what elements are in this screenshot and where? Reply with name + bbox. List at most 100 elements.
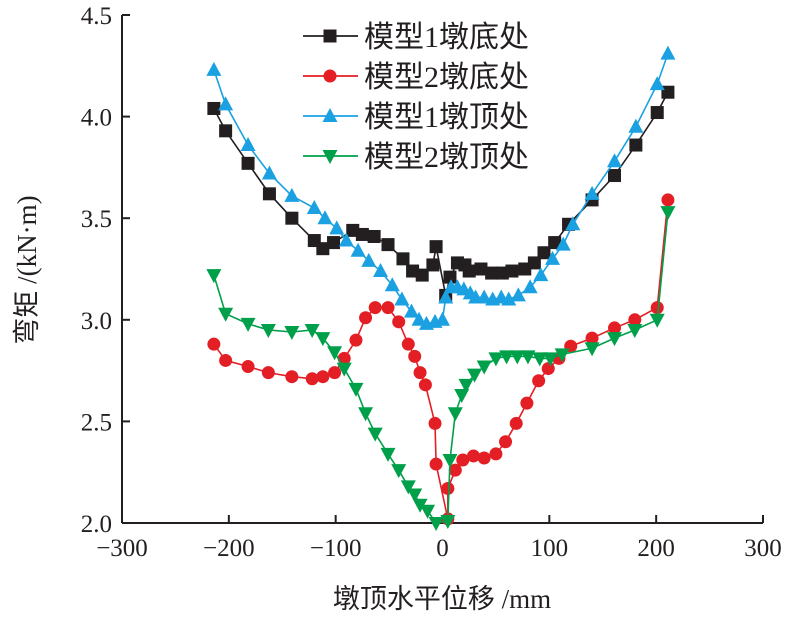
data-point <box>520 350 536 365</box>
data-point <box>628 118 644 133</box>
data-point <box>381 301 395 315</box>
y-tick-label: 4.0 <box>81 105 112 132</box>
y-tick-label: 2.5 <box>81 409 112 436</box>
data-point <box>384 277 400 292</box>
data-point <box>428 517 444 531</box>
data-point <box>420 504 436 519</box>
data-point <box>415 268 429 282</box>
data-point <box>532 352 548 367</box>
data-point <box>391 464 407 479</box>
data-point <box>361 252 377 267</box>
y-tick-label: 3.5 <box>81 206 112 233</box>
data-point <box>501 291 517 306</box>
data-point <box>328 366 342 380</box>
data-point <box>442 454 458 469</box>
series-4 <box>206 206 676 531</box>
data-point <box>440 514 456 529</box>
data-point <box>545 250 561 265</box>
data-point <box>499 350 515 365</box>
series-line <box>213 212 669 524</box>
data-point <box>426 258 440 272</box>
data-point <box>412 498 428 513</box>
data-point <box>584 342 600 357</box>
data-point <box>608 169 622 183</box>
x-tick-label: −300 <box>96 535 148 562</box>
x-tick-label: 0 <box>436 535 449 562</box>
data-point <box>649 313 665 328</box>
y-axis-label: 弯矩 /(kN·m) <box>12 195 42 344</box>
data-point <box>306 200 322 215</box>
data-point <box>476 360 492 375</box>
data-point <box>260 323 276 338</box>
x-tick-label: 200 <box>637 535 675 562</box>
data-point <box>218 96 234 111</box>
legend-label: 模型1墩顶处 <box>364 101 529 134</box>
legend-marker <box>323 69 337 83</box>
data-point <box>660 206 676 221</box>
data-point <box>284 325 300 340</box>
data-point <box>441 481 455 495</box>
data-point <box>467 368 483 383</box>
x-tick-label: 300 <box>744 535 782 562</box>
axes: −300 −200 −100 0 100 200 300 2.0 2.5 3.0 3.5 4.0 4.5 <box>81 3 782 562</box>
data-point <box>429 240 443 254</box>
data-point <box>359 311 373 325</box>
data-point <box>456 453 470 467</box>
data-point <box>261 366 275 380</box>
data-point <box>554 348 570 363</box>
data-point <box>207 101 221 115</box>
data-point <box>466 449 480 463</box>
data-point <box>367 427 383 442</box>
data-point <box>607 153 623 168</box>
legend-marker <box>323 29 337 43</box>
data-point <box>541 362 555 376</box>
data-point <box>338 232 354 247</box>
legend-item-3: 模型1墩顶处 <box>303 101 529 134</box>
data-point <box>316 370 330 384</box>
y-tick-label: 2.0 <box>81 511 112 538</box>
legend-item-4: 模型2墩顶处 <box>303 141 529 174</box>
data-point <box>317 210 333 225</box>
x-tick-label: 100 <box>531 535 569 562</box>
data-point <box>650 301 664 315</box>
data-point <box>336 362 352 377</box>
data-point <box>400 480 416 495</box>
data-point <box>533 267 549 282</box>
legend-marker <box>322 150 338 164</box>
data-point <box>537 246 551 260</box>
data-point <box>585 331 599 345</box>
data-point <box>315 332 331 347</box>
data-point <box>661 193 675 207</box>
data-point <box>505 264 519 278</box>
data-point <box>355 227 369 241</box>
legend-label: 模型2墩顶处 <box>364 141 529 174</box>
data-point <box>428 416 442 430</box>
data-point <box>285 211 299 225</box>
data-point <box>380 447 396 462</box>
data-point <box>435 311 450 326</box>
data-point <box>284 187 300 202</box>
data-point <box>262 187 276 201</box>
data-point <box>411 311 427 326</box>
data-point <box>219 353 233 367</box>
data-point <box>429 457 443 471</box>
data-point <box>240 137 256 152</box>
y-tick-label: 4.5 <box>81 3 112 30</box>
data-point <box>304 323 320 338</box>
series-line <box>213 53 669 325</box>
data-point <box>499 435 513 449</box>
data-point <box>458 378 474 393</box>
data-point <box>532 374 546 388</box>
data-point <box>650 106 664 120</box>
data-point <box>261 165 277 180</box>
x-tick-label: −100 <box>310 535 362 562</box>
data-point <box>454 388 470 403</box>
data-point <box>520 396 534 410</box>
data-point <box>207 337 221 351</box>
data-point <box>474 262 488 276</box>
data-point <box>316 242 330 256</box>
data-point <box>373 263 389 278</box>
data-point <box>462 264 476 278</box>
data-point <box>509 350 525 365</box>
